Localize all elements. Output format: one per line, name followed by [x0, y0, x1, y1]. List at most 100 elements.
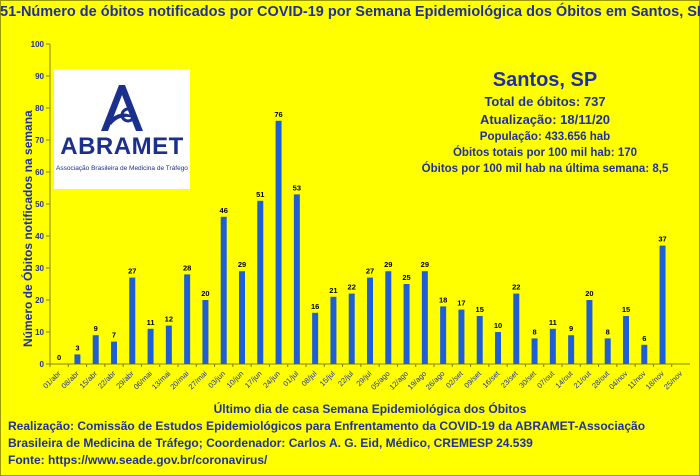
data-label: 17	[457, 299, 465, 308]
x-tick-label: 01/abr	[41, 369, 63, 391]
bar	[604, 338, 611, 364]
data-label: 29	[238, 260, 246, 269]
x-tick-label: 24/jun	[261, 369, 282, 390]
data-label: 10	[494, 321, 502, 330]
y-tick-label: 0	[40, 360, 45, 369]
bar	[348, 293, 355, 364]
x-tick-label: 15/jul	[318, 369, 337, 388]
bar	[275, 120, 282, 364]
bar	[129, 277, 136, 364]
bar	[641, 344, 648, 364]
bar	[549, 328, 556, 364]
data-label: 18	[439, 295, 447, 304]
data-label: 20	[201, 289, 209, 298]
bar	[568, 335, 575, 364]
abramet-emblem-icon	[101, 85, 143, 131]
data-label: 20	[585, 289, 593, 298]
data-label: 37	[658, 235, 666, 244]
x-tick-label: 12/ago	[387, 369, 410, 392]
x-tick-label: 01/jul	[281, 369, 300, 388]
x-tick-label: 07/out	[535, 368, 557, 390]
y-tick-label: 90	[35, 72, 44, 81]
bar	[495, 332, 501, 364]
data-label: 76	[274, 110, 282, 119]
bar	[385, 271, 392, 364]
x-tick-label: 18/nov	[644, 369, 666, 391]
x-tick-label: 14/out	[553, 368, 575, 390]
x-tick-label: 25/nov	[662, 369, 684, 391]
x-tick-label: 09/set	[462, 368, 483, 389]
rate-last-week: Óbitos por 100 mil hab na última semana:…	[421, 163, 669, 175]
rate-total: Óbitos totais por 100 mil hab: 170	[452, 147, 638, 159]
y-tick-label: 100	[31, 40, 45, 49]
x-tick-label: 11/nov	[626, 369, 648, 391]
data-label: 29	[384, 260, 392, 269]
data-label: 22	[348, 283, 356, 292]
y-axis-label: Número de Óbitos notificados na semana	[21, 110, 35, 347]
x-tick-label: 21/out	[572, 368, 594, 390]
y-tick-label: 50	[35, 200, 44, 209]
x-tick-label: 08/abr	[59, 369, 81, 391]
bar	[513, 293, 520, 364]
data-label: 16	[311, 302, 319, 311]
data-label: 8	[532, 327, 536, 336]
y-tick-label: 30	[35, 264, 44, 273]
footer-line-3: Fonte: https://www.seade.gov.br/coronavi…	[8, 453, 268, 467]
logo-name: ABRAMET	[60, 133, 184, 160]
data-label: 11	[549, 318, 557, 327]
x-tick-label: 06/mai	[132, 369, 155, 392]
bar	[165, 325, 172, 364]
y-tick-label: 40	[35, 232, 44, 241]
x-tick-label: 15/abr	[78, 369, 100, 391]
abramet-logo: ABRAMET Associação Brasileira de Medicin…	[54, 69, 190, 189]
bar	[330, 296, 337, 364]
x-tick-label: 22/jul	[336, 369, 355, 388]
bar	[74, 354, 81, 364]
x-tick-label: 05/ago	[369, 369, 392, 392]
bar	[202, 300, 209, 364]
data-label: 28	[183, 263, 191, 272]
y-tick-label: 70	[35, 136, 44, 145]
population: População: 433.656 hab	[479, 131, 611, 143]
x-tick-label: 23/set	[499, 368, 520, 389]
x-tick-label: 22/abr	[96, 369, 118, 391]
info-box: Santos, SP Total de óbitos: 737 Atualiza…	[395, 67, 695, 177]
bar	[440, 306, 447, 364]
x-tick-label: 16/set	[481, 368, 502, 389]
x-axis-label: Último dia de casa Semana Epidemiológica…	[213, 402, 527, 416]
data-label: 51	[256, 190, 264, 199]
data-label: 15	[622, 305, 630, 314]
data-label: 0	[57, 353, 61, 362]
bar	[239, 271, 245, 364]
bar	[623, 316, 629, 364]
bar	[367, 277, 373, 364]
bar	[531, 338, 538, 364]
bar	[92, 335, 99, 364]
data-label: 6	[642, 334, 646, 343]
x-tick-label: 03/jun	[206, 369, 227, 390]
data-label: 7	[112, 331, 116, 340]
bar	[403, 284, 410, 364]
x-tick-label: 13/mai	[150, 369, 173, 392]
data-label: 12	[165, 315, 173, 324]
data-label: 3	[75, 343, 79, 352]
data-label: 15	[476, 305, 484, 314]
data-label: 9	[569, 324, 573, 333]
x-tick-label: 19/ago	[406, 369, 429, 392]
data-label: 27	[366, 267, 374, 276]
x-tick-label: 26/ago	[424, 369, 447, 392]
bar	[147, 328, 154, 364]
bar	[220, 216, 227, 364]
logo-subtitle: Associação Brasileira de Medicina de Trá…	[56, 165, 188, 172]
x-tick-label: 20/mai	[168, 369, 191, 392]
data-label: 27	[128, 267, 136, 276]
bar	[476, 316, 483, 364]
x-tick-label: 08/jul	[300, 369, 319, 388]
x-tick-label: 17/jun	[243, 369, 264, 390]
update-date: Atualização: 18/11/20	[479, 112, 611, 127]
city-name: Santos, SP	[492, 69, 598, 91]
y-tick-label: 80	[35, 104, 44, 113]
x-tick-label: 02/set	[444, 368, 465, 389]
bar	[312, 312, 319, 364]
bar	[293, 194, 300, 364]
